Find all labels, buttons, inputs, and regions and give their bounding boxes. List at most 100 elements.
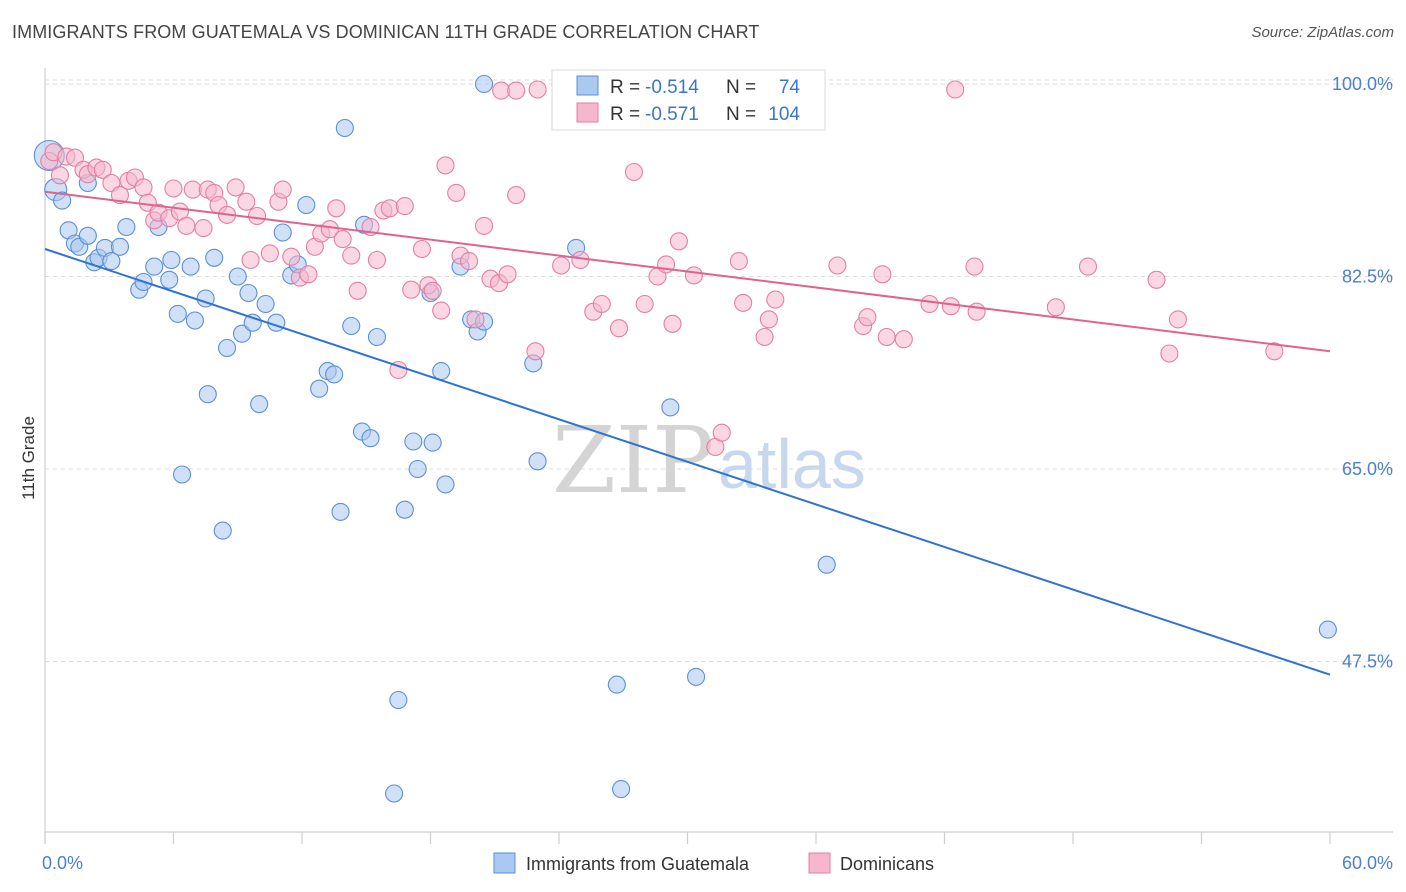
y-tick-labels: 47.5% 65.0% 82.5% 100.0% xyxy=(1332,74,1393,672)
guatemala-point xyxy=(342,316,361,336)
dominicans-point xyxy=(552,256,571,275)
dominicans-point xyxy=(412,239,431,259)
dominicans-point xyxy=(247,206,267,226)
watermark-zip: ZIP xyxy=(552,407,714,514)
dominicans-point xyxy=(164,179,183,198)
dominicans-point xyxy=(474,216,494,235)
series-dominicans-points xyxy=(40,80,1284,457)
dominicans-point xyxy=(348,281,367,300)
x-tick-label-max: 60.0% xyxy=(1342,853,1393,873)
dominicans-point xyxy=(759,310,778,329)
source-note: Source: ZipAtlas.com xyxy=(1251,24,1394,41)
dominicans-point xyxy=(828,256,847,275)
dominicans-point xyxy=(877,327,896,347)
guatemala-point xyxy=(102,252,121,271)
dominicans-point xyxy=(237,192,256,211)
stat-r-label-2: R = xyxy=(610,104,640,125)
dominicans-point xyxy=(273,180,292,199)
guatemala-point xyxy=(228,267,247,286)
stat-r-label-1: R = xyxy=(610,77,640,98)
guatemala-point xyxy=(181,257,200,276)
dominicans-point xyxy=(432,301,451,320)
dominicans-point xyxy=(669,232,688,251)
guatemala-point xyxy=(331,502,350,521)
stat-r-value-1: -0.514 xyxy=(645,77,699,98)
dominicans-point xyxy=(1046,298,1065,317)
dominicans-point xyxy=(873,265,892,284)
guatemala-point xyxy=(335,118,354,138)
dominicans-point xyxy=(941,297,960,316)
dominicans-point xyxy=(367,250,387,270)
guatemala-point xyxy=(198,385,217,404)
dominicans-point xyxy=(1168,310,1187,329)
dominicans-point xyxy=(1147,270,1166,289)
dominicans-point xyxy=(507,81,526,100)
guatemala-point xyxy=(687,667,706,686)
guatemala-point xyxy=(250,395,269,414)
guatemala-point xyxy=(310,379,329,398)
guatemala-point xyxy=(256,294,275,314)
dominicans-point xyxy=(395,197,414,216)
dominicans-point xyxy=(920,294,939,314)
dominicans-trend-line xyxy=(44,190,1331,353)
guatemala-point xyxy=(817,555,836,574)
legend-swatch-guatemala xyxy=(493,852,516,874)
guatemala-point xyxy=(436,475,455,494)
dominicans-point xyxy=(766,290,785,309)
dominicans-point xyxy=(342,246,361,265)
guatemala-point xyxy=(232,324,252,343)
legend-swatch-dominicans xyxy=(808,852,831,874)
guatemala-point xyxy=(53,191,72,210)
guatemala-point xyxy=(145,257,164,276)
guatemala-point xyxy=(607,675,626,694)
stat-n-label-2: N = xyxy=(726,104,756,125)
dominicans-point xyxy=(624,162,644,182)
dominicans-point xyxy=(526,342,545,361)
axes xyxy=(44,68,1393,844)
dominicans-point xyxy=(1078,257,1098,276)
stats-swatch-dominicans xyxy=(576,102,599,123)
dominicans-point xyxy=(466,310,485,329)
dominicans-point xyxy=(380,199,399,218)
dominicans-point xyxy=(241,250,260,270)
guatemala-point xyxy=(217,338,237,358)
guatemala-point xyxy=(404,432,423,451)
guatemala-point xyxy=(185,311,204,330)
dominicans-point xyxy=(592,294,611,314)
dominicans-point xyxy=(1265,342,1284,361)
stats-legend: R = -0.514 N = 74 R = -0.571 N = 104 xyxy=(551,69,826,131)
dominicans-point xyxy=(333,230,352,249)
dominicans-point xyxy=(609,319,629,338)
dominicans-point xyxy=(226,178,245,197)
chart-title: IMMIGRANTS FROM GUATEMALA VS DOMINICAN 1… xyxy=(12,22,760,42)
guatemala-point xyxy=(78,226,97,245)
watermark-atlas: atlas xyxy=(718,425,866,503)
stat-n-label-1: N = xyxy=(726,77,756,98)
dominicans-point xyxy=(528,80,547,99)
y-tick-label: 47.5% xyxy=(1342,652,1393,672)
guatemala-point xyxy=(385,784,404,803)
guatemala-point xyxy=(423,433,442,452)
guatemala-point xyxy=(173,465,192,484)
dominicans-point xyxy=(282,247,301,266)
guatemala-point xyxy=(213,521,232,540)
dominicans-point xyxy=(663,314,682,333)
guatemala-point xyxy=(367,327,387,347)
dominicans-point xyxy=(734,293,753,312)
stat-r-value-2: -0.571 xyxy=(645,104,699,125)
dominicans-point xyxy=(894,330,913,349)
dominicans-point xyxy=(507,186,526,205)
y-axis-title: 11th Grade xyxy=(19,416,38,500)
grid-lines xyxy=(45,79,1393,662)
y-tick-label: 65.0% xyxy=(1342,459,1393,479)
bottom-legend: Immigrants from Guatemala Dominicans xyxy=(493,852,934,874)
guatemala-point xyxy=(160,270,179,289)
dominicans-point xyxy=(436,156,455,175)
dominicans-point xyxy=(729,252,748,271)
dominicans-point xyxy=(194,219,213,238)
dominicans-point xyxy=(177,216,196,235)
guatemala-point xyxy=(297,195,316,215)
watermark: ZIP atlas xyxy=(552,407,866,514)
dominicans-point xyxy=(635,294,654,314)
